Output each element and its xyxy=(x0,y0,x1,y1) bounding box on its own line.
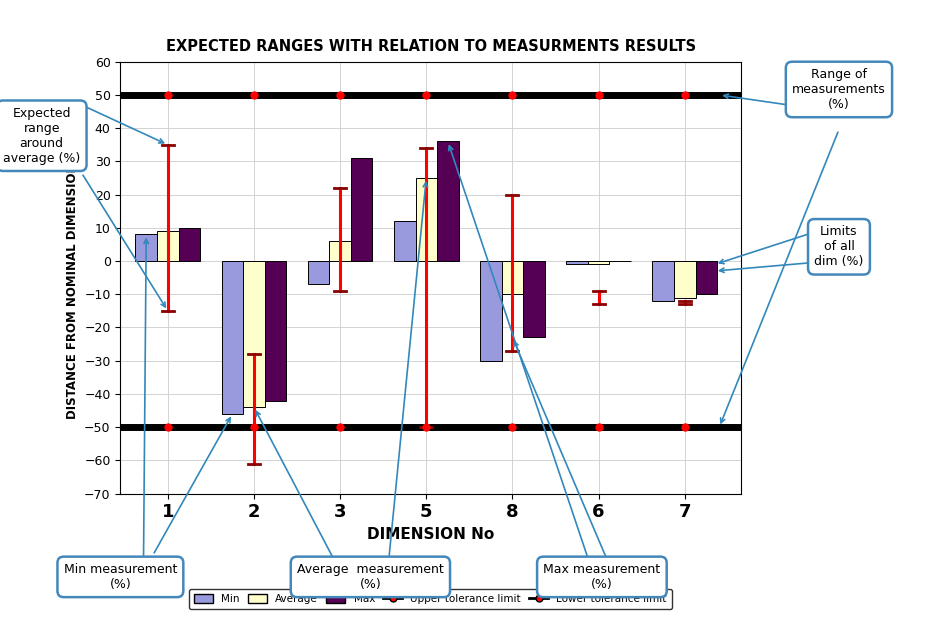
Bar xyxy=(135,234,157,261)
Text: Limits
of all
dim (%): Limits of all dim (%) xyxy=(814,225,864,268)
Bar xyxy=(265,261,286,400)
Bar xyxy=(307,261,330,284)
Bar xyxy=(351,158,372,261)
Text: Max measurement
(%): Max measurement (%) xyxy=(544,563,660,591)
Bar xyxy=(179,228,200,261)
Y-axis label: DISTANCE FROM NOMINAL DIMENSION (%): DISTANCE FROM NOMINAL DIMENSION (%) xyxy=(66,136,79,419)
Text: Expected
range
around
average (%): Expected range around average (%) xyxy=(3,107,81,165)
Text: Average  measurement
(%): Average measurement (%) xyxy=(297,563,444,591)
Bar xyxy=(523,261,544,337)
Title: EXPECTED RANGES WITH RELATION TO MEASURMENTS RESULTS: EXPECTED RANGES WITH RELATION TO MEASURM… xyxy=(166,39,695,54)
Bar xyxy=(157,231,179,261)
Bar xyxy=(695,261,717,294)
Bar xyxy=(502,261,523,294)
Bar xyxy=(674,261,695,297)
X-axis label: DIMENSION No: DIMENSION No xyxy=(367,527,494,542)
Bar xyxy=(244,261,265,407)
Bar xyxy=(437,141,458,261)
Bar xyxy=(588,261,609,264)
Text: Min measurement
(%): Min measurement (%) xyxy=(64,563,177,591)
Bar xyxy=(567,261,588,264)
Text: Range of
measurements
(%): Range of measurements (%) xyxy=(792,68,886,111)
Bar xyxy=(416,178,437,261)
Legend: Min, Average, Max, Upper tolerance limit, Lower tolerance limit: Min, Average, Max, Upper tolerance limit… xyxy=(189,589,672,610)
Bar xyxy=(653,261,674,301)
Bar xyxy=(330,241,351,261)
Bar xyxy=(221,261,244,414)
Bar xyxy=(394,221,416,261)
Bar xyxy=(481,261,502,361)
